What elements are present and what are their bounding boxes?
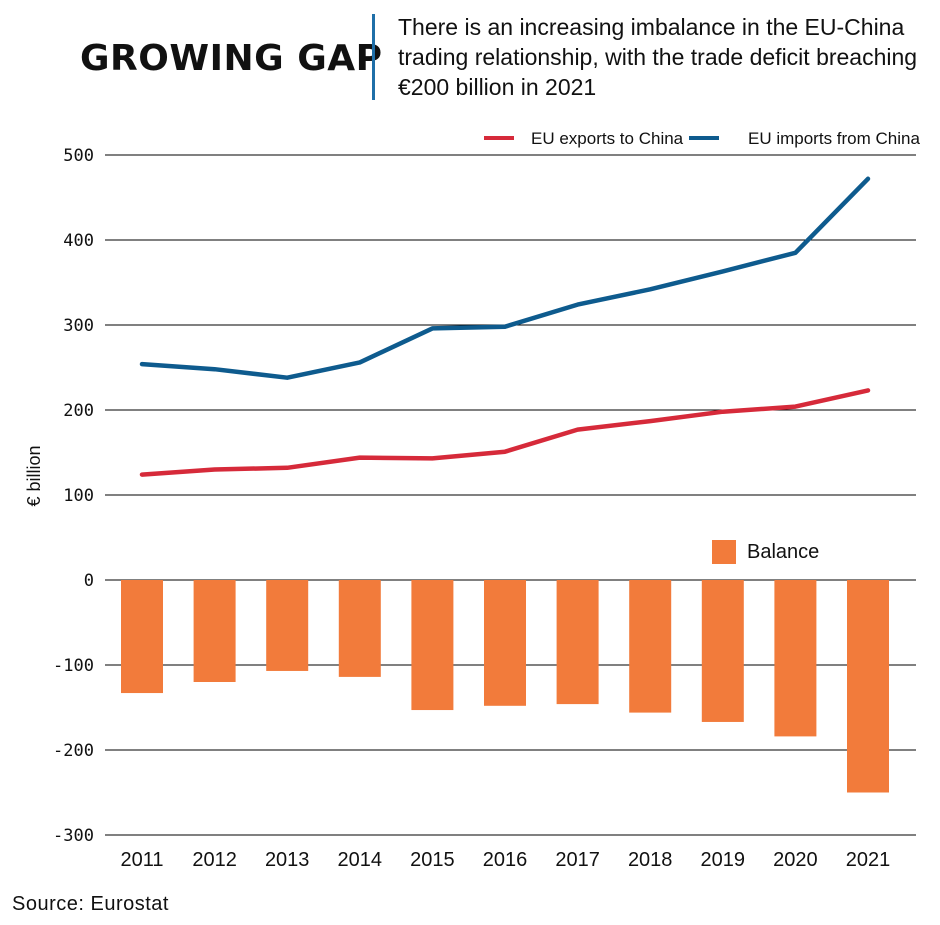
balance-bars	[121, 580, 889, 793]
balance-bar	[411, 580, 454, 711]
legend: EU exports to China EU imports from China…	[484, 129, 920, 564]
exports-line	[139, 388, 871, 477]
x-tick-label: 2020	[773, 849, 818, 871]
x-tick-label: 2021	[846, 849, 891, 871]
trade-lines	[139, 176, 871, 477]
x-tick-label: 2017	[555, 849, 600, 871]
title-divider	[372, 14, 375, 100]
balance-bar	[121, 580, 163, 694]
balance-bar	[484, 580, 526, 706]
y-tick-label: 200	[63, 401, 94, 421]
x-tick-label: 2015	[410, 849, 455, 871]
chart-title: GROWING GAP	[80, 38, 383, 79]
x-tick-label: 2012	[192, 849, 237, 871]
y-axis-label: € billion	[24, 445, 44, 506]
balance-bar	[338, 580, 381, 677]
y-tick-label: 0	[84, 571, 94, 591]
x-tick-label: 2013	[265, 849, 310, 871]
balance-bar	[701, 580, 744, 722]
imports-line	[139, 176, 871, 380]
x-tick-label: 2014	[338, 849, 383, 871]
balance-bar	[629, 580, 672, 713]
y-tick-label: 300	[63, 316, 94, 336]
source-note: Source: Eurostat	[12, 893, 169, 915]
balance-bar	[847, 580, 889, 793]
y-axis-ticks: 500 400 300 200 100 0 -100 -200 -300	[53, 146, 94, 846]
chart-subtitle: There is an increasing imbalance in the …	[398, 14, 918, 100]
y-tick-label: -300	[53, 826, 94, 846]
legend-balance-swatch	[712, 540, 736, 564]
y-tick-label: -100	[53, 656, 94, 676]
x-tick-label: 2019	[701, 849, 746, 871]
x-axis-ticks: 2011 2012 2013 2014 2015 2016 2017 2018 2019 2020…	[120, 849, 890, 871]
legend-exports-label: EU exports to China	[531, 129, 684, 148]
y-tick-label: 100	[63, 486, 94, 506]
balance-bar	[556, 580, 599, 705]
balance-bar	[193, 580, 236, 682]
x-tick-label: 2016	[483, 849, 528, 871]
x-tick-label: 2018	[628, 849, 673, 871]
balance-bar	[266, 580, 309, 671]
legend-imports-label: EU imports from China	[748, 129, 920, 148]
balance-bar	[774, 580, 817, 737]
y-tick-label: -200	[53, 741, 94, 761]
legend-balance-label: Balance	[747, 541, 819, 563]
y-tick-label: 500	[63, 146, 94, 166]
x-tick-label: 2011	[120, 849, 163, 871]
y-tick-label: 400	[63, 231, 94, 251]
